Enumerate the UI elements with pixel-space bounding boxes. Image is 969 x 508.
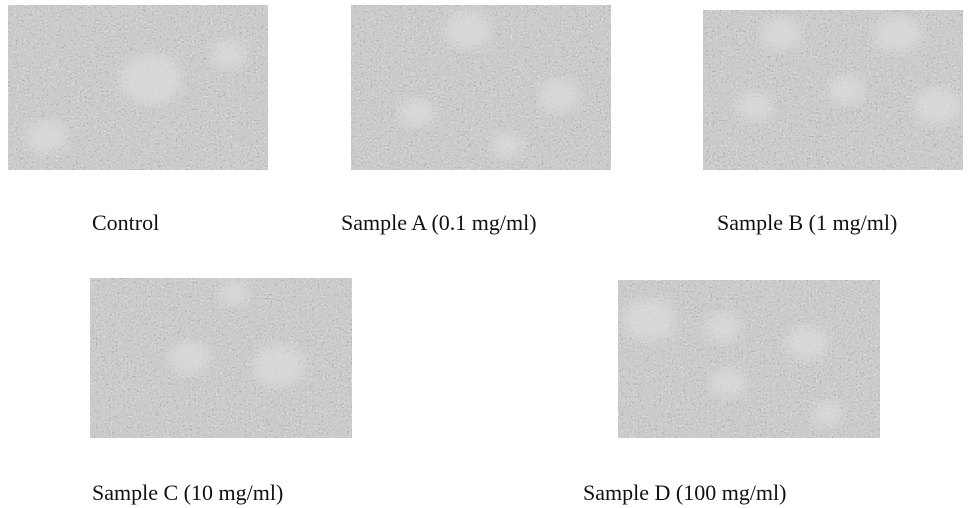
lumen	[704, 312, 742, 343]
micrograph	[8, 5, 268, 170]
lumen	[538, 79, 580, 113]
micrograph	[351, 5, 611, 170]
caption: Sample C (10 mg/ml)	[92, 480, 283, 505]
lumen	[491, 132, 523, 158]
micrograph	[90, 278, 352, 438]
lumen	[785, 326, 828, 360]
lumen	[709, 368, 747, 398]
lumen	[827, 75, 865, 105]
lumen	[210, 39, 248, 70]
lumen	[26, 120, 68, 154]
micrograph	[618, 280, 880, 438]
micrograph	[703, 10, 963, 170]
lumen	[760, 17, 802, 51]
lumen	[444, 11, 492, 49]
lumen	[811, 401, 844, 427]
lumen	[623, 298, 676, 341]
lumen	[168, 341, 211, 375]
caption: Sample A (0.1 mg/ml)	[341, 210, 537, 235]
caption: Sample B (1 mg/ml)	[717, 210, 897, 235]
image-grain	[90, 278, 352, 438]
caption: Control	[92, 210, 159, 235]
lumen	[119, 54, 183, 105]
lumen	[218, 281, 250, 307]
lumen	[874, 15, 922, 53]
caption: Sample D (100 mg/ml)	[583, 480, 786, 505]
lumen	[397, 97, 435, 127]
lumen	[913, 87, 961, 125]
lumen	[736, 91, 774, 121]
lumen	[252, 345, 305, 387]
